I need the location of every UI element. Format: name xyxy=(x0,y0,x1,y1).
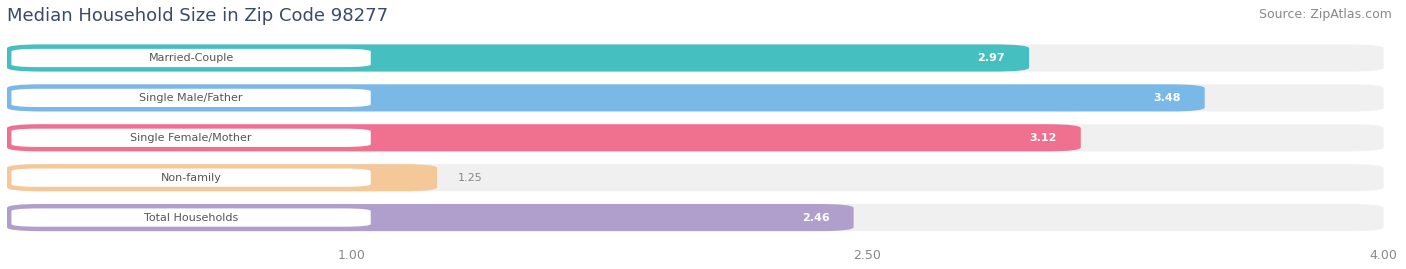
Text: Single Female/Mother: Single Female/Mother xyxy=(131,133,252,143)
Text: 3.48: 3.48 xyxy=(1153,93,1181,103)
Text: Married-Couple: Married-Couple xyxy=(149,53,233,63)
Text: 2.46: 2.46 xyxy=(801,213,830,222)
FancyBboxPatch shape xyxy=(7,164,1384,191)
Text: Total Households: Total Households xyxy=(143,213,238,222)
FancyBboxPatch shape xyxy=(10,88,371,108)
FancyBboxPatch shape xyxy=(7,44,1029,72)
FancyBboxPatch shape xyxy=(7,124,1384,151)
FancyBboxPatch shape xyxy=(7,164,437,191)
FancyBboxPatch shape xyxy=(7,204,853,231)
Text: 2.97: 2.97 xyxy=(977,53,1005,63)
FancyBboxPatch shape xyxy=(7,204,1384,231)
FancyBboxPatch shape xyxy=(10,168,371,188)
Text: Non-family: Non-family xyxy=(160,173,222,183)
Text: Median Household Size in Zip Code 98277: Median Household Size in Zip Code 98277 xyxy=(7,7,388,25)
FancyBboxPatch shape xyxy=(7,84,1205,111)
FancyBboxPatch shape xyxy=(7,84,1384,111)
FancyBboxPatch shape xyxy=(7,124,1081,151)
FancyBboxPatch shape xyxy=(7,44,1384,72)
Text: 3.12: 3.12 xyxy=(1029,133,1057,143)
Text: Source: ZipAtlas.com: Source: ZipAtlas.com xyxy=(1258,8,1392,21)
FancyBboxPatch shape xyxy=(10,207,371,228)
Text: Single Male/Father: Single Male/Father xyxy=(139,93,243,103)
FancyBboxPatch shape xyxy=(10,48,371,68)
Text: 1.25: 1.25 xyxy=(458,173,482,183)
FancyBboxPatch shape xyxy=(10,128,371,148)
